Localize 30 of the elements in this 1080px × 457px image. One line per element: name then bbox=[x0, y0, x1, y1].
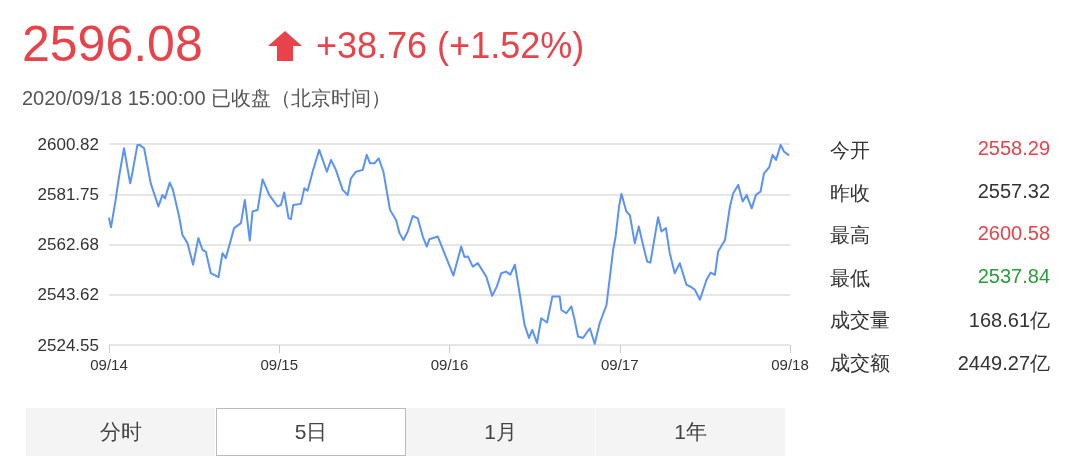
y-tick-label: 2562.68 bbox=[37, 235, 99, 255]
x-tick-label: 09/17 bbox=[600, 356, 639, 373]
text: 5日 bbox=[216, 408, 406, 456]
text: 2449.27亿 bbox=[957, 350, 1050, 376]
text: 成交量 bbox=[830, 308, 890, 333]
text: 1月 bbox=[406, 408, 596, 456]
text: 最低 bbox=[830, 265, 870, 291]
text: 昨收 bbox=[830, 180, 870, 206]
text: 2558.29 bbox=[977, 137, 1050, 160]
text: 2020/09/18 15:00:00 已收盘（北京时间） bbox=[22, 86, 392, 111]
text: 2537.84 bbox=[977, 264, 1050, 288]
text: 1年 bbox=[596, 408, 786, 456]
x-tick-label: 09/16 bbox=[430, 356, 469, 373]
x-tick-label: 09/14 bbox=[90, 356, 128, 373]
x-tick-label: 09/15 bbox=[260, 356, 299, 373]
text: 2557.32 bbox=[977, 179, 1050, 203]
text: 最高 bbox=[830, 223, 870, 248]
text: 今开 bbox=[830, 138, 870, 163]
line-series bbox=[108, 143, 790, 345]
y-tick-label: 2581.75 bbox=[37, 184, 99, 204]
text: 成交额 bbox=[830, 350, 890, 376]
x-tick-label: 09/18 bbox=[771, 356, 809, 373]
text: 168.61亿 bbox=[968, 308, 1050, 333]
y-tick-label: 2524.55 bbox=[37, 335, 99, 355]
y-tick-label: 2543.62 bbox=[37, 285, 99, 305]
chart-title: 2596.08 bbox=[22, 15, 203, 74]
y-tick-label: 2600.82 bbox=[37, 134, 99, 154]
chart-subtitle: +38.76 (+1.52%) bbox=[316, 24, 585, 68]
text: 2600.58 bbox=[977, 222, 1050, 245]
text: 分时 bbox=[26, 408, 216, 456]
